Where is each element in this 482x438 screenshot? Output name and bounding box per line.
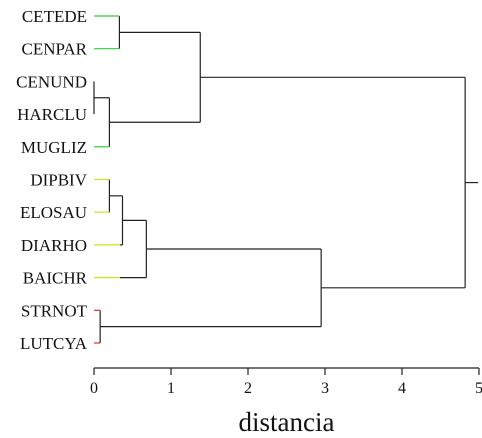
x-tick-label: 3 [321, 380, 329, 397]
leaf-label-cetede: CETEDE [22, 7, 87, 26]
x-axis-title: distancia [239, 407, 335, 437]
leaf-label-cenund: CENUND [16, 72, 87, 91]
x-tick-label: 4 [398, 380, 406, 397]
leaf-label-diarho: DIARHO [21, 236, 87, 255]
leaf-label-cenpar: CENPAR [21, 40, 87, 59]
leaf-label-elosau: ELOSAU [20, 203, 87, 222]
x-axis-ticks: 0 1 2 3 4 5 [90, 368, 482, 397]
leaf-label-harclu: HARCLU [17, 105, 87, 124]
dendrogram-links [93, 16, 479, 343]
leaf-label-baichr: BAICHR [23, 269, 88, 288]
leaf-labels: CETEDE CENPAR CENUND HARCLU MUGLIZ DIPBIV ELOS… [16, 7, 88, 353]
x-axis: 0 1 2 3 4 5 distancia [90, 367, 482, 437]
leaf-label-lutcya: LUTCYA [20, 334, 88, 353]
x-tick-label: 0 [90, 380, 98, 397]
leaf-label-dipbiv: DIPBIV [30, 171, 87, 190]
leaf-stubs [94, 15, 120, 344]
leaf-label-strnot: STRNOT [21, 301, 88, 320]
leaf-label-mugliz: MUGLIZ [21, 138, 87, 157]
x-tick-label: 5 [475, 380, 482, 397]
x-tick-label: 1 [167, 380, 175, 397]
x-tick-label: 2 [244, 380, 252, 397]
